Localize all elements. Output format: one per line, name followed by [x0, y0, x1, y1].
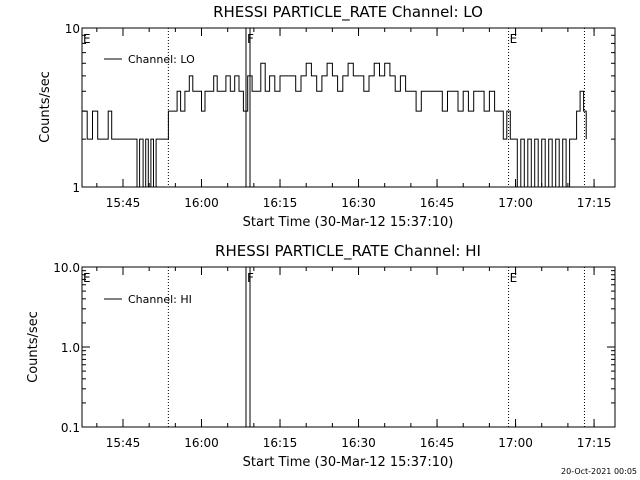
- footer-timestamp: 20-Oct-2021 00:05: [561, 467, 637, 476]
- lo-plot-frame: [81, 27, 616, 188]
- hi-y-tick-label: 1.0: [61, 341, 80, 355]
- hi-x-tick-label: 16:00: [184, 436, 219, 450]
- lo-y-axis-title: Counts/sec: [38, 71, 53, 143]
- hi-marker-label: E: [510, 271, 518, 285]
- panel-hi: RHESSI PARTICLE_RATE Channel: HI Counts/…: [26, 242, 616, 470]
- hi-x-tick-label: 16:30: [341, 436, 376, 450]
- hi-x-tick-label: 17:15: [577, 436, 612, 450]
- lo-chart-title: RHESSI PARTICLE_RATE Channel: LO: [213, 3, 483, 22]
- hi-x-axis-title: Start Time (30-Mar-12 15:37:10): [243, 455, 454, 470]
- hi-x-tick-label: 16:45: [420, 436, 455, 450]
- lo-x-tick-label: 17:15: [577, 196, 612, 210]
- lo-series-line: [82, 62, 587, 188]
- lo-x-axis-title: Start Time (30-Mar-12 15:37:10): [243, 215, 454, 230]
- lo-marker-label: F: [247, 32, 254, 46]
- hi-chart-title: RHESSI PARTICLE_RATE Channel: HI: [215, 242, 481, 261]
- lo-y-tick-label: 1: [72, 181, 80, 195]
- hi-legend-label: Channel: HI: [128, 293, 192, 306]
- lo-x-tick-label: 16:00: [184, 196, 219, 210]
- hi-x-ticks: 15:45 16:00 16:15 16:30 16:45 17:00 17:15: [96, 267, 612, 450]
- lo-y-ticks: 1 10: [65, 22, 615, 195]
- lo-x-tick-label: 16:45: [420, 196, 455, 210]
- hi-y-ticks: 0.1 1.0 10.0: [53, 261, 615, 435]
- hi-marker-label: E: [83, 271, 91, 285]
- lo-marker-label: E: [83, 32, 91, 46]
- lo-series: [82, 62, 587, 188]
- lo-legend-label: Channel: LO: [128, 53, 195, 66]
- hi-x-tick-label: 16:15: [263, 436, 298, 450]
- hi-y-tick-label: 0.1: [61, 421, 80, 435]
- lo-x-tick-label: 17:00: [498, 196, 533, 210]
- lo-x-tick-label: 16:15: [263, 196, 298, 210]
- hi-legend: Channel: HI: [104, 293, 192, 306]
- hi-x-tick-label: 17:00: [498, 436, 533, 450]
- hi-y-tick-label: 10.0: [53, 261, 80, 275]
- hi-marker-label: F: [247, 271, 254, 285]
- lo-x-tick-label: 15:45: [106, 196, 141, 210]
- lo-legend: Channel: LO: [104, 53, 195, 66]
- lo-marker-label: E: [510, 32, 518, 46]
- lo-y-tick-label: 10: [65, 22, 80, 36]
- lo-x-tick-label: 16:30: [341, 196, 376, 210]
- hi-y-axis-title: Counts/sec: [26, 311, 41, 383]
- lo-x-ticks: 15:45 16:00 16:15 16:30 16:45 17:00 17:15: [96, 28, 612, 210]
- hi-x-tick-label: 15:45: [106, 436, 141, 450]
- panel-lo: RHESSI PARTICLE_RATE Channel: LO Counts/…: [38, 3, 616, 230]
